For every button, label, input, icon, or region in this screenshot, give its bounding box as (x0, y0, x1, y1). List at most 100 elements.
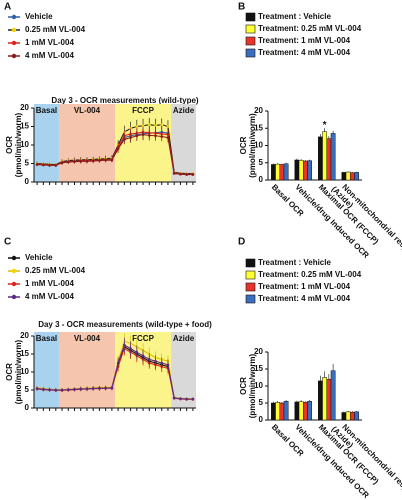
bar (275, 163, 280, 181)
bar (303, 402, 308, 421)
data-point (116, 361, 120, 365)
bar (294, 159, 300, 181)
data-point (110, 158, 114, 162)
data-point (147, 134, 151, 137)
phase-label: VL-004 (74, 334, 101, 343)
legend-label: Treatment: 0.25 mM VL-004 (258, 24, 362, 33)
legend-marker (11, 294, 17, 300)
annotation: * (323, 120, 327, 131)
bar (354, 411, 359, 421)
bar (326, 138, 332, 181)
data-point (85, 387, 89, 391)
phase-region (58, 104, 115, 182)
y-tick-label: 15 (20, 349, 29, 358)
data-point (110, 386, 114, 390)
data-point (141, 354, 145, 358)
legend-swatch (245, 36, 256, 46)
legend-label: 1 mM VL-004 (25, 279, 74, 288)
data-point (129, 136, 132, 139)
data-point (35, 387, 39, 390)
y-axis-label: (pmol/min/worm) (14, 339, 23, 404)
legend-marker (11, 255, 17, 261)
legend-swatch (245, 294, 256, 304)
data-point (191, 173, 195, 176)
bar (341, 172, 347, 181)
bar (341, 412, 347, 421)
data-point (135, 125, 139, 128)
data-point (48, 388, 51, 391)
data-point (123, 343, 126, 347)
legend-label: Vehicle (25, 253, 53, 262)
y-tick-label: 20 (254, 347, 263, 356)
y-tick-label: 0 (25, 403, 30, 412)
data-point (66, 388, 70, 391)
legend-marker (11, 40, 17, 46)
bar (303, 160, 308, 181)
phase-label: VL-004 (74, 106, 101, 115)
legend-marker (11, 53, 17, 59)
y-axis-label: OCR (5, 136, 14, 154)
legend-label: Treatment: 4 mM VL-004 (258, 48, 351, 57)
data-point (147, 358, 151, 361)
data-point (104, 158, 107, 162)
bar (330, 133, 336, 181)
bar (298, 401, 304, 421)
y-tick-label: 0 (25, 177, 30, 186)
legend-swatch (245, 12, 256, 22)
y-axis-label: OCR (5, 363, 14, 381)
phase-region (34, 332, 59, 408)
bar (330, 370, 336, 421)
panel-label: D (238, 237, 245, 248)
data-point (66, 160, 70, 164)
data-point (172, 396, 176, 400)
bar (350, 172, 355, 181)
data-point (129, 347, 132, 350)
bar (294, 401, 300, 421)
phase-region (115, 104, 172, 182)
data-point (160, 123, 164, 126)
bar (318, 380, 323, 421)
bar (322, 131, 327, 181)
data-point (172, 172, 176, 175)
y-tick-label: 20 (20, 103, 29, 112)
data-point (73, 387, 76, 391)
bar (271, 402, 276, 421)
y-tick-label: 15 (254, 123, 263, 132)
data-point (60, 388, 64, 392)
data-point (154, 124, 157, 127)
bar (275, 402, 280, 421)
bar (345, 171, 351, 181)
data-point (191, 397, 195, 401)
legend-swatch (245, 24, 256, 34)
chart-title: Day 3 - OCR measurements (wild-type + fo… (38, 320, 212, 329)
legend-label: Treatment: 1 mM VL-004 (258, 36, 351, 45)
phase-label: Azide (173, 106, 195, 115)
data-point (160, 361, 164, 365)
bar (271, 164, 276, 181)
data-point (60, 161, 64, 165)
legend-swatch (245, 48, 256, 58)
data-point (160, 135, 164, 138)
bar (345, 411, 351, 421)
phase-label: FCCP (132, 334, 154, 343)
data-point (42, 163, 45, 167)
y-tick-label: 10 (20, 367, 29, 376)
data-point (116, 147, 120, 150)
panel-label: A (4, 2, 11, 13)
legend-label: Treatment: 4 mM VL-004 (258, 294, 351, 303)
y-tick-label: 15 (20, 122, 29, 131)
data-point (104, 386, 107, 390)
y-tick-label: 0 (259, 415, 264, 424)
data-point (135, 350, 139, 354)
legend-label: Vehicle (25, 12, 53, 21)
legend-marker (11, 268, 17, 274)
bar (350, 411, 355, 421)
legend-label: 0.25 mM VL-004 (25, 266, 86, 275)
y-tick-label: 20 (20, 331, 29, 340)
y-tick-label: 5 (259, 158, 264, 167)
data-point (135, 134, 139, 138)
data-point (141, 124, 145, 128)
y-tick-label: 10 (254, 141, 263, 150)
y-axis-label: OCR (239, 136, 248, 154)
bar (322, 377, 327, 421)
